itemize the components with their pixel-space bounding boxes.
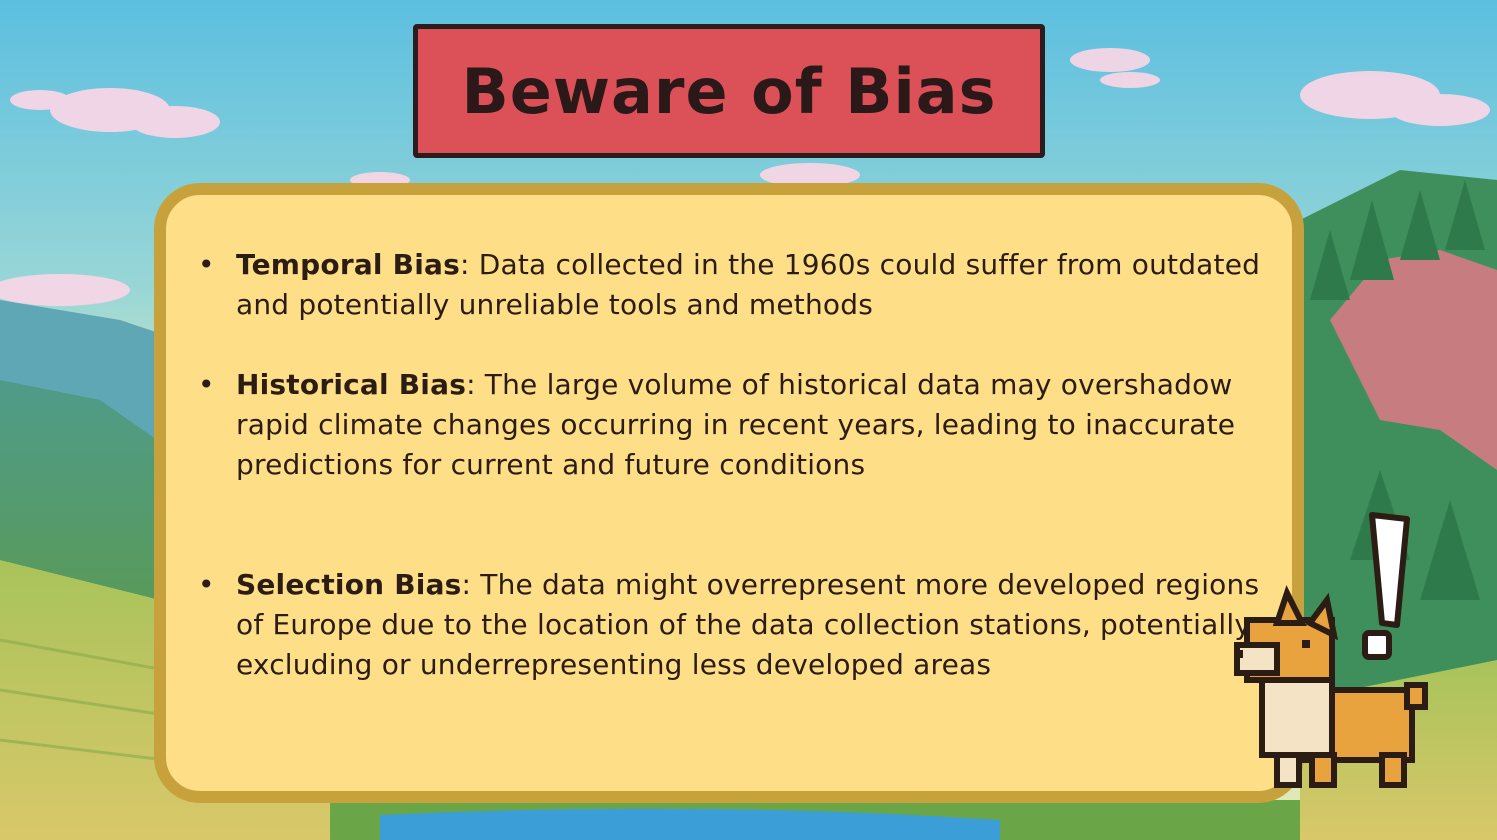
- exclamation-icon: [1362, 512, 1410, 660]
- corgi-icon: [1234, 512, 1428, 788]
- bullet-text: : The large volume of historical data ma…: [236, 368, 1236, 481]
- bullet-term: Temporal Bias: [236, 248, 460, 281]
- bullet-item: Selection Bias: The data might overrepre…: [198, 565, 1266, 685]
- bullet-term: Selection Bias: [236, 568, 462, 601]
- bullet-item: Historical Bias: The large volume of his…: [198, 365, 1266, 485]
- title-banner: Beware of Bias: [413, 24, 1045, 158]
- bullet-item: Temporal Bias: Data collected in the 196…: [198, 245, 1266, 325]
- bullet-term: Historical Bias: [236, 368, 467, 401]
- bullet-text: : Data collected in the 1960s could suff…: [236, 248, 1261, 321]
- page-title: Beware of Bias: [461, 54, 997, 128]
- bullet-text: : The data might overrepresent more deve…: [236, 568, 1260, 681]
